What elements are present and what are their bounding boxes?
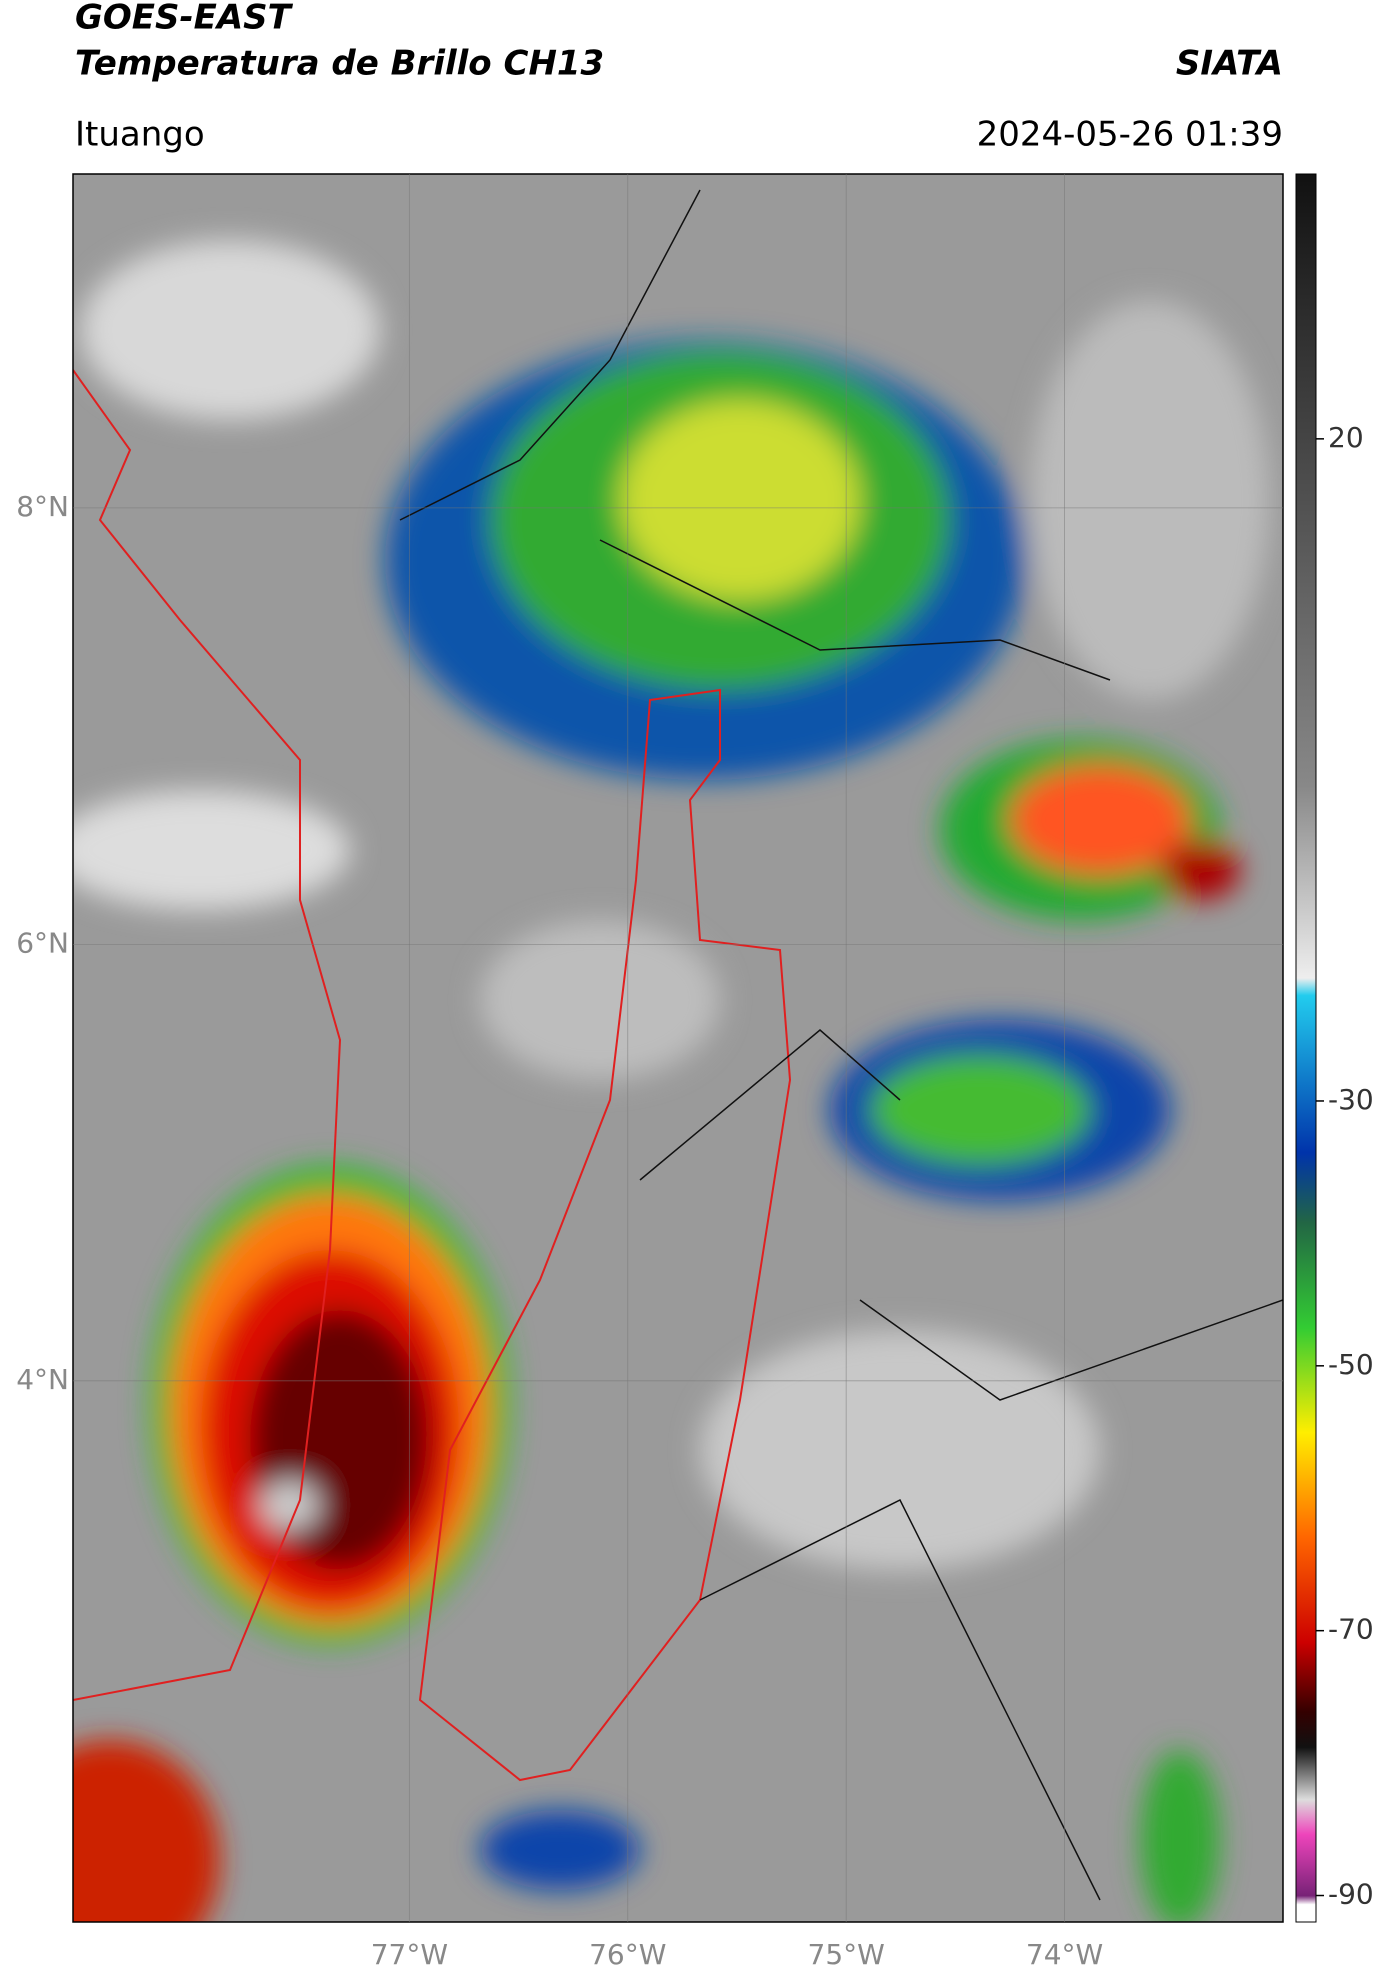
location: Ituango: [75, 115, 205, 155]
brand: SIATA: [1176, 44, 1283, 84]
lon-label: 77°W: [371, 1938, 448, 1971]
lat-label: 6°N: [16, 926, 69, 959]
colorbar-label: 20: [1328, 421, 1364, 454]
lat-label: 8°N: [16, 490, 69, 523]
datetime: 2024-05-26 01:39: [977, 115, 1283, 155]
title: GOES-EAST: [75, 0, 294, 38]
colorbar-label: -70: [1328, 1613, 1374, 1646]
lat-label: 4°N: [16, 1363, 69, 1396]
subtitle: Temperatura de Brillo CH13: [75, 44, 604, 84]
colorbar-label: -50: [1328, 1348, 1374, 1381]
lon-label: 74°W: [1026, 1938, 1103, 1971]
colorbar-label: -90: [1328, 1878, 1374, 1911]
map-frame: [72, 173, 1284, 1923]
imagery: [73, 174, 1283, 1922]
colorbar: [1295, 173, 1317, 1923]
colorbar-label: -30: [1328, 1083, 1374, 1116]
lon-label: 75°W: [808, 1938, 885, 1971]
lon-label: 76°W: [589, 1938, 666, 1971]
